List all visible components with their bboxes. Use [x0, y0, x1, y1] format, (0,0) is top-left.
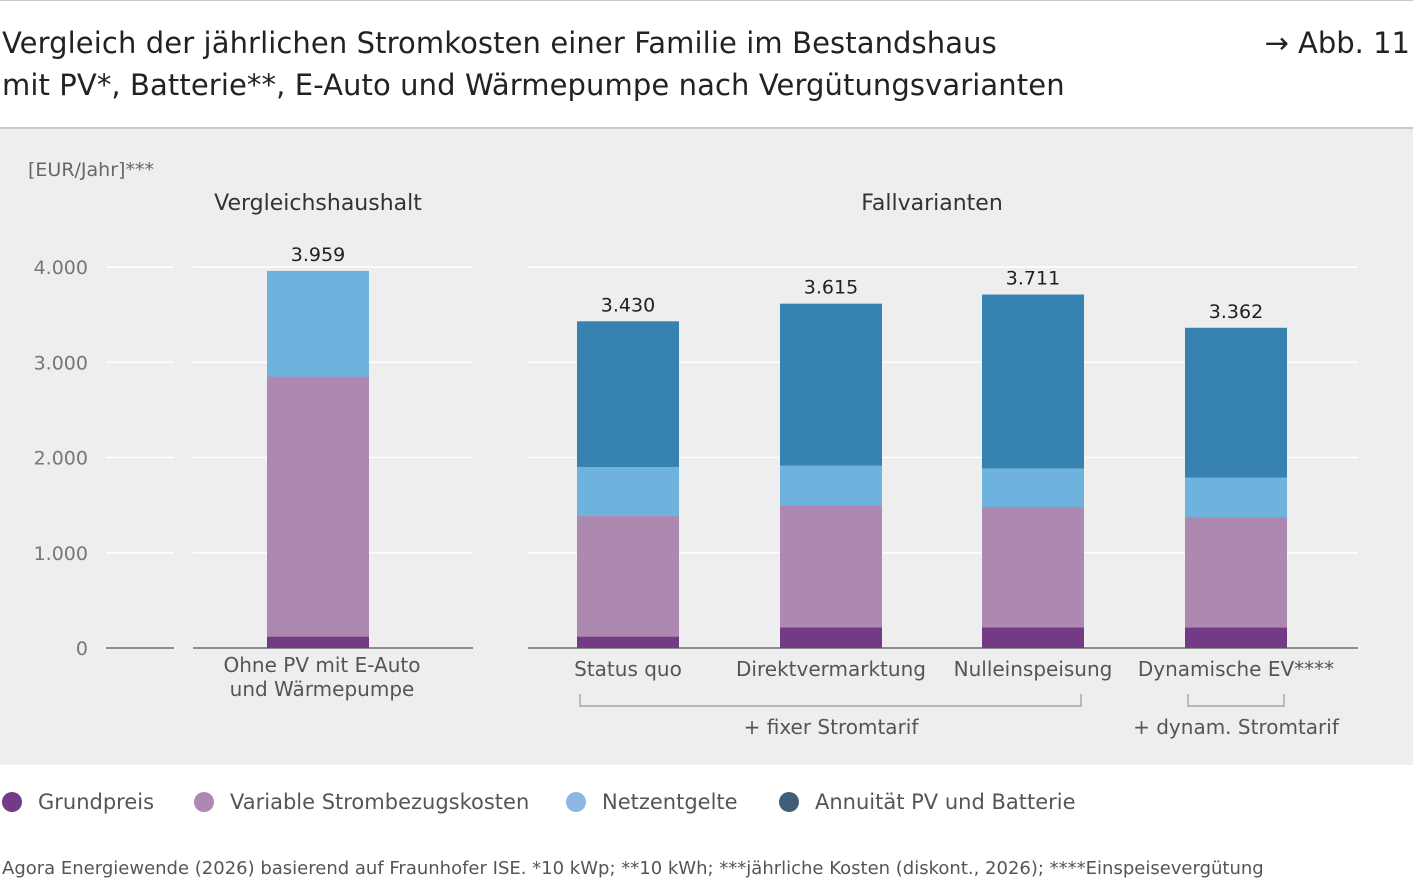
chart-title: Vergleich der jährlichen Stromkosten ein… [2, 22, 1065, 106]
unit-label: [EUR/Jahr]*** [28, 159, 154, 181]
title-line-1: Vergleich der jährlichen Stromkosten ein… [2, 26, 997, 60]
legend: Grundpreis Variable Strombezugskosten Ne… [0, 790, 1413, 824]
figure-reference[interactable]: → Abb. 11 [1264, 26, 1410, 60]
bracket [579, 694, 1082, 707]
bar-total-label: 3.959 [291, 244, 345, 266]
bar-segment-3 [780, 303, 882, 466]
bar-segment-0 [577, 636, 679, 648]
title-line-2: mit PV*, Batterie**, E-Auto und Wärmepum… [2, 68, 1065, 102]
category-label: Direktvermarktung [736, 657, 926, 681]
category-label: Ohne PV mit E-Auto [224, 653, 421, 677]
category-label-line2: und Wärmepumpe [230, 677, 415, 701]
legend-swatch-variable [194, 792, 214, 812]
category-label: Dynamische EV**** [1138, 657, 1334, 681]
y-tick-label: 1.000 [34, 543, 88, 565]
group-label-vergleichshaushalt: Vergleichshaushalt [214, 191, 422, 216]
bar-segment-3 [1185, 327, 1287, 478]
legend-swatch-netzentgelte [566, 792, 586, 812]
bracket [1187, 694, 1285, 707]
y-tick-label: 2.000 [34, 448, 88, 470]
bar-segment-3 [982, 294, 1084, 469]
bar-segment-1 [1185, 517, 1287, 628]
bar-segment-0 [1185, 627, 1287, 648]
bar-segment-1 [577, 516, 679, 637]
legend-swatch-annuitaet [779, 792, 799, 812]
category-label: Status quo [574, 657, 682, 681]
y-tick-label: 3.000 [34, 352, 88, 374]
category-label: Nulleinspeisung [954, 657, 1113, 681]
legend-item-grundpreis: Grundpreis [2, 790, 154, 814]
group-label-fallvarianten: Fallvarianten [861, 191, 1003, 216]
bar-segment-3 [577, 321, 679, 468]
legend-item-variable: Variable Strombezugskosten [194, 790, 529, 814]
bar-total-label: 3.362 [1209, 301, 1263, 323]
bar-segment-0 [267, 636, 369, 648]
stacked-bar-chart: [EUR/Jahr]*** Vergleichshaushalt Fallvaria… [28, 159, 1358, 739]
bar-segment-2 [1185, 477, 1287, 518]
legend-label-annuitaet: Annuität PV und Batterie [815, 790, 1076, 814]
top-rule [0, 0, 1413, 1]
title-rule [0, 127, 1413, 129]
bar-total-label: 3.430 [601, 294, 655, 316]
legend-item-netzentgelte: Netzentgelte [566, 790, 738, 814]
y-tick-label: 4.000 [34, 257, 88, 279]
bar-segment-2 [267, 270, 369, 377]
legend-label-grundpreis: Grundpreis [38, 790, 155, 814]
bar-total-label: 3.711 [1006, 268, 1060, 290]
bracket-label: + fixer Stromtarif [744, 715, 920, 739]
bar-total-label: 3.615 [804, 277, 858, 299]
bar-segment-2 [982, 468, 1084, 508]
legend-label-variable: Variable Strombezugskosten [230, 790, 530, 814]
bar-segment-1 [780, 505, 882, 628]
plot-background [0, 129, 1413, 765]
legend-label-netzentgelte: Netzentgelte [602, 790, 738, 814]
y-tick-label: 0 [76, 638, 88, 660]
bar-segment-0 [780, 627, 882, 648]
bracket-label: + dynam. Stromtarif [1133, 715, 1340, 739]
source-note: Agora Energiewende (2026) basierend auf … [2, 858, 1264, 879]
bar-segment-1 [982, 507, 1084, 628]
bar-segment-2 [780, 465, 882, 506]
legend-swatch-grundpreis [2, 792, 22, 812]
bar-segment-2 [577, 467, 679, 517]
bar-segment-1 [267, 376, 369, 637]
bar-segment-0 [982, 627, 1084, 648]
legend-item-annuitaet: Annuität PV und Batterie [779, 790, 1076, 814]
